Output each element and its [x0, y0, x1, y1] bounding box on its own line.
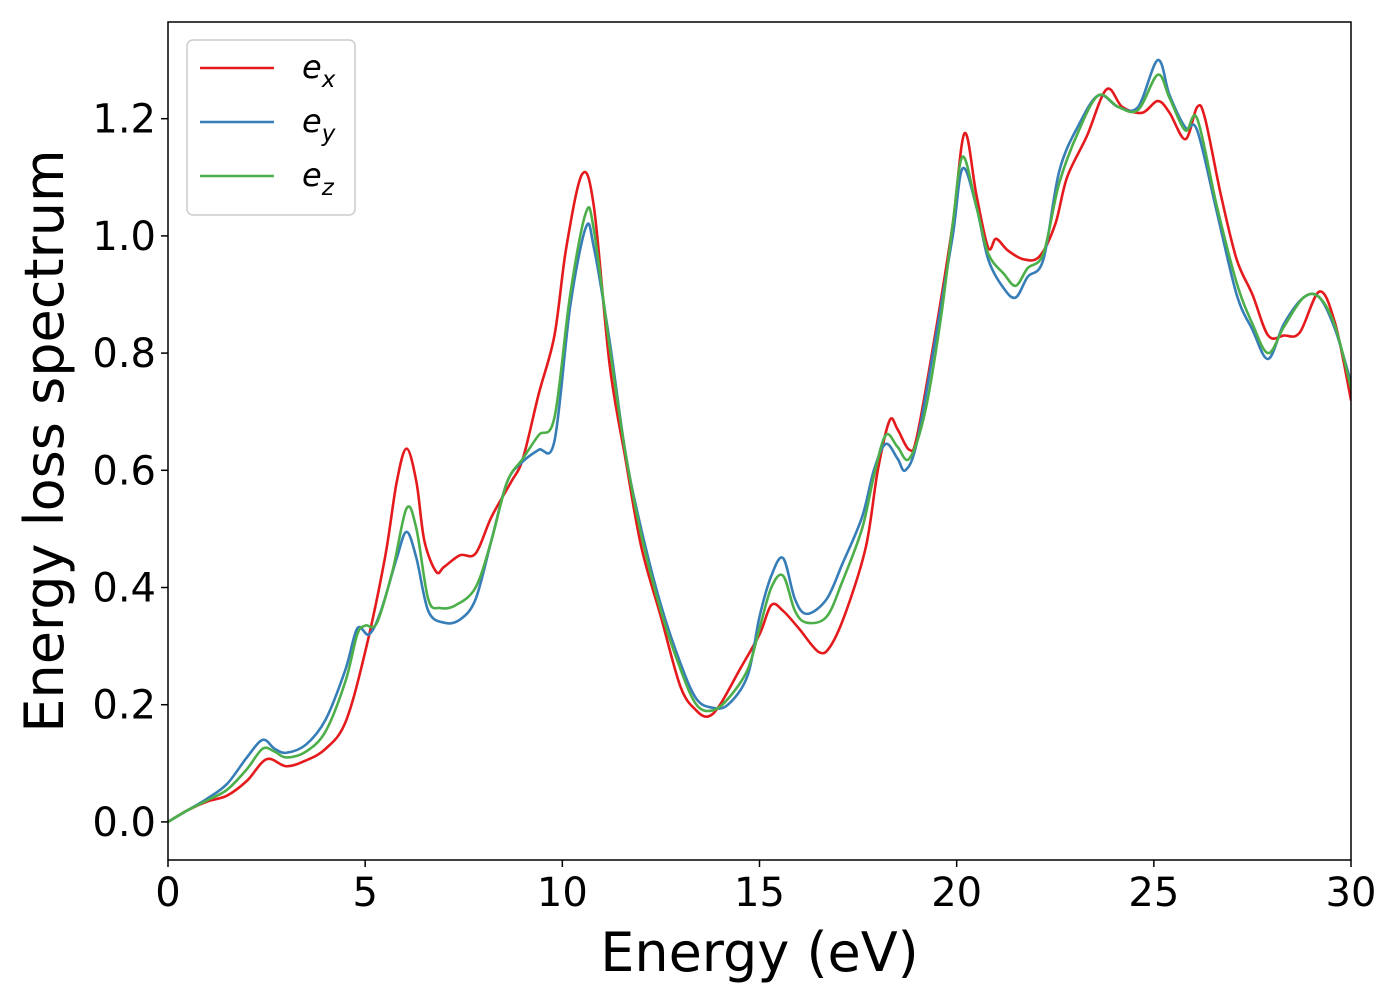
y-tick-label: 0.4	[92, 566, 156, 612]
x-tick-label: 20	[931, 870, 982, 916]
series-line-x	[168, 87, 1351, 824]
y-tick-label: 0.8	[92, 331, 156, 377]
x-axis-ticks: 0 5 10 15 20 25 30	[155, 860, 1376, 916]
legend-label-subscript: z	[321, 175, 335, 201]
x-tick-label: 0	[155, 870, 180, 916]
x-tick-label: 30	[1326, 870, 1377, 916]
y-tick-label: 1.2	[92, 97, 156, 143]
x-tick-label: 5	[352, 870, 377, 916]
x-axis-title: Energy (eV)	[600, 921, 919, 984]
y-tick-label: 0.2	[92, 683, 156, 729]
y-axis-title: Energy loss spectrum	[13, 149, 76, 732]
y-tick-label: 0.0	[92, 800, 156, 846]
y-axis-ticks: 0.0 0.2 0.4 0.6 0.8 1.0 1.2	[92, 97, 168, 846]
legend-label-base: e	[302, 156, 322, 194]
legend-label-subscript: y	[321, 121, 336, 147]
legend-label-x: ex	[302, 48, 336, 93]
y-tick-label: 0.6	[92, 448, 156, 494]
x-tick-label: 15	[734, 870, 785, 916]
y-tick-label: 1.0	[92, 214, 156, 260]
legend-label-subscript: x	[321, 67, 336, 93]
legend-label-base: e	[302, 48, 322, 86]
legend-label-base: e	[302, 102, 322, 140]
series-layer	[168, 58, 1351, 824]
x-tick-label: 10	[537, 870, 588, 916]
legend-box	[186, 39, 356, 216]
x-tick-label: 25	[1128, 870, 1179, 916]
legend-label-z: ez	[302, 156, 335, 201]
legend-label-y: ey	[302, 102, 336, 147]
series-line-z	[168, 73, 1351, 824]
